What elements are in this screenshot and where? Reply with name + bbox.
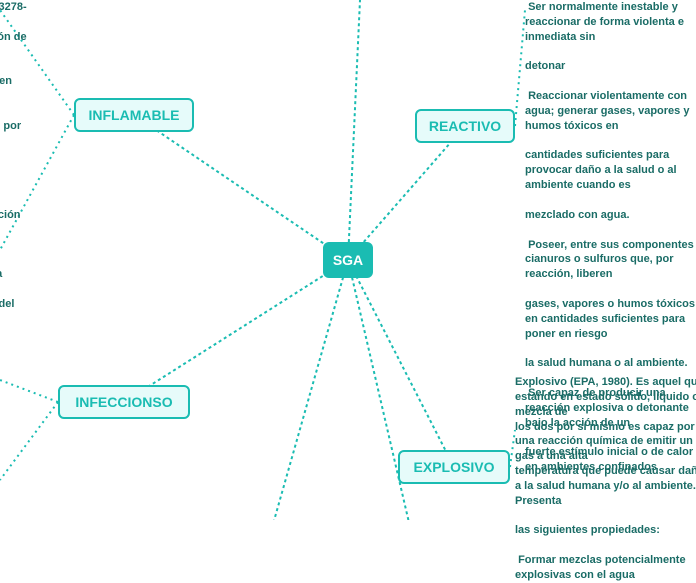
node-reactivo[interactable]: REACTIVO [415,109,515,143]
detail-infec1: nos o dos l men el [0,358,30,551]
node-explosivo[interactable]: EXPLOSIVO [398,450,510,484]
center-label: SGA [333,252,363,268]
node-inflamable[interactable]: INFLAMABLE [74,98,194,132]
detail-infl1: STM-D-3278- xcepción de os resión, en % … [0,0,38,312]
center-node: SGA [323,242,373,278]
detail-explosivo: Explosivo (EPA, 1980). Es aquel que esta… [515,375,696,583]
node-infeccioso[interactable]: INFECCIONSO [58,385,190,419]
